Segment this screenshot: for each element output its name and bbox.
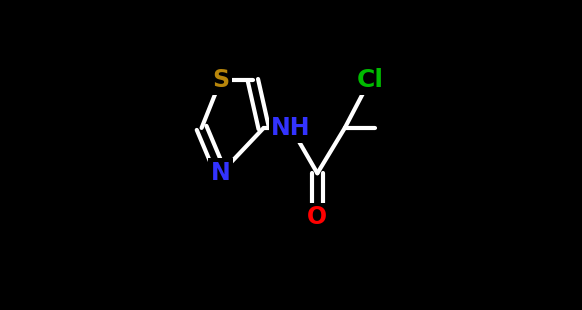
Text: NH: NH [271, 116, 311, 140]
Text: Cl: Cl [356, 68, 384, 92]
Text: S: S [212, 68, 229, 92]
Text: O: O [307, 206, 328, 229]
Text: N: N [211, 161, 230, 185]
